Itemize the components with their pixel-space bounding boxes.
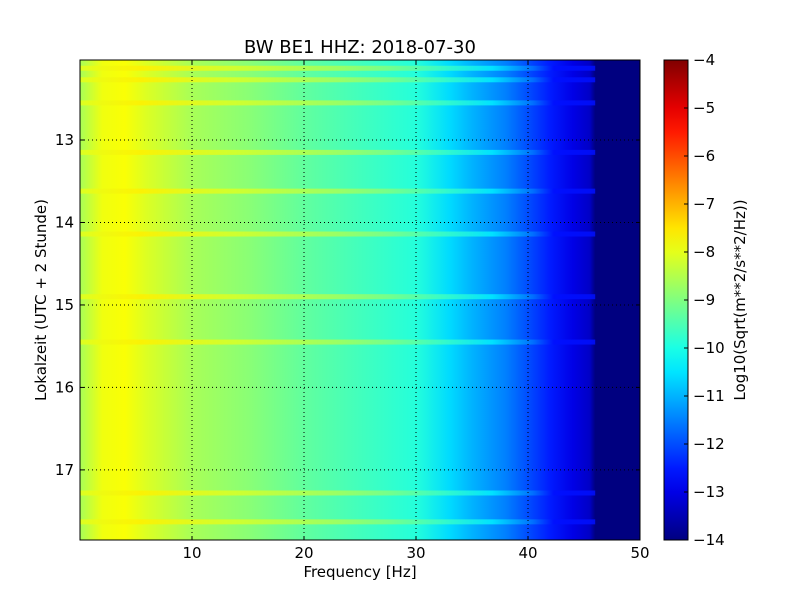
bright-band: [80, 149, 596, 155]
bright-band: [80, 519, 596, 525]
bright-band: [80, 339, 596, 345]
bright-band: [80, 65, 596, 71]
grid-lines: [80, 60, 640, 540]
y-axis-ticks: 13 14 15 16 17: [55, 131, 640, 479]
chart-title: BW BE1 HHZ: 2018-07-30: [244, 37, 476, 58]
colorbar-tick-label: −9: [693, 291, 715, 309]
bright-band: [80, 77, 596, 83]
colorbar-tick-label: −5: [693, 99, 715, 117]
spectrogram-bands: [80, 65, 596, 525]
x-tick-label: 40: [518, 544, 537, 562]
x-axis-ticks: 10 20 30 40 50: [182, 60, 650, 562]
y-tick-label: 16: [55, 378, 74, 396]
bright-band: [80, 231, 596, 237]
bright-band: [80, 100, 596, 106]
x-tick-label: 20: [294, 544, 313, 562]
colorbar-tick-label: −6: [693, 147, 715, 165]
colorbar-tick-label: −13: [693, 483, 725, 501]
bright-band: [80, 490, 596, 496]
colorbar-ticks: −4 −5 −6 −7 −8 −9 −10 −11 −12 −13 −14: [684, 51, 725, 549]
x-tick-label: 50: [630, 544, 649, 562]
colorbar-tick-label: −10: [693, 339, 725, 357]
y-axis-label: Lokalzeit (UTC + 2 Stunde): [32, 199, 50, 401]
bright-band: [80, 188, 596, 194]
x-axis-label: Frequency [Hz]: [303, 563, 416, 581]
colorbar-tick-label: −8: [693, 243, 715, 261]
y-tick-label: 17: [55, 461, 74, 479]
colorbar-label: Log10(Sqrt(m**2/s**2/Hz)): [731, 199, 749, 400]
spectrogram-heatmap: [80, 60, 640, 540]
colorbar-tick-label: −12: [693, 435, 725, 453]
x-tick-label: 30: [406, 544, 425, 562]
colorbar-tick-label: −11: [693, 387, 725, 405]
colorbar-tick-label: −7: [693, 195, 715, 213]
y-tick-label: 13: [55, 131, 74, 149]
colorbar-tick-label: −4: [693, 51, 715, 69]
x-tick-label: 10: [182, 544, 201, 562]
y-tick-label: 15: [55, 296, 74, 314]
plot-frame: [79, 59, 641, 541]
bright-band: [80, 294, 596, 300]
y-tick-label: 14: [55, 213, 74, 231]
colorbar-tick-label: −14: [693, 531, 725, 549]
